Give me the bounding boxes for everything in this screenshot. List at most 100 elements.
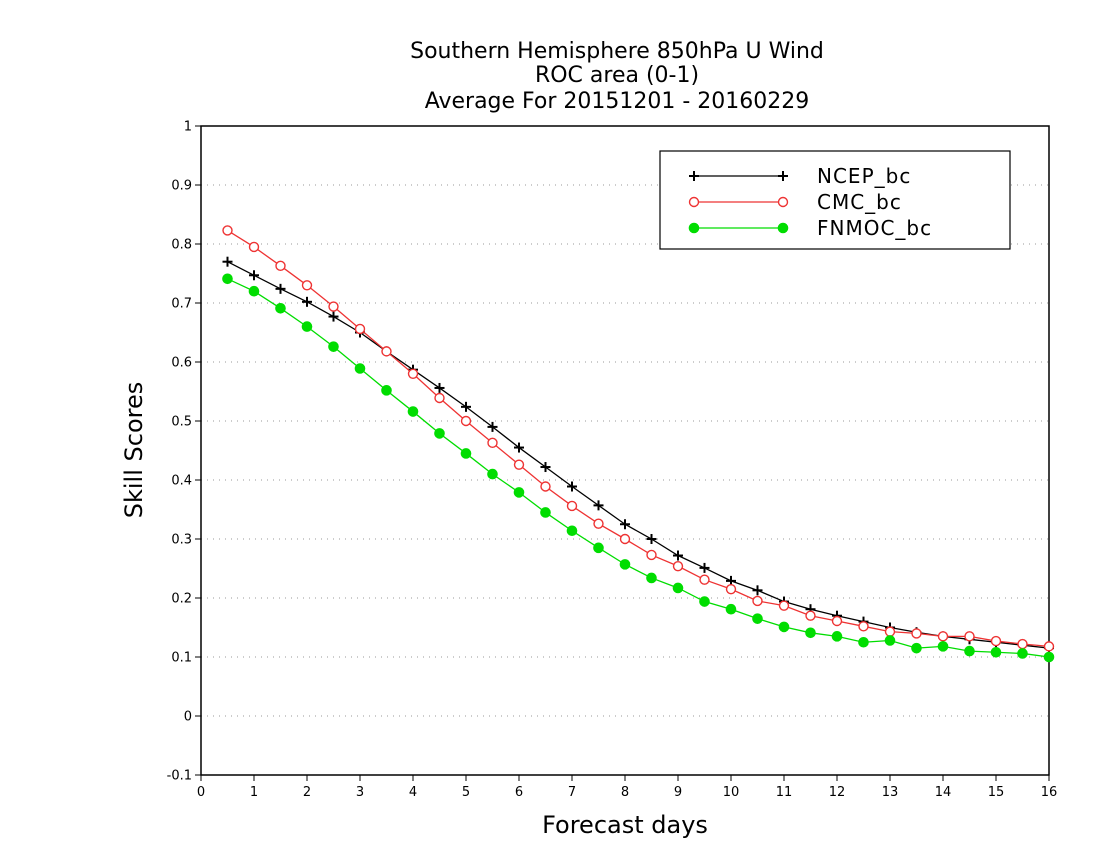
data-point-cmc-bc [619, 533, 631, 545]
data-point-fnmoc-bc [619, 559, 631, 570]
y-tick-label: 0.3 [171, 533, 192, 548]
data-point-cmc-bc [328, 301, 339, 312]
x-tick-label: 9 [674, 785, 682, 800]
data-point-ncep-bc [567, 481, 577, 492]
data-point-cmc-bc [937, 631, 949, 642]
data-point-fnmoc-bc [248, 285, 260, 297]
data-point-fnmoc-bc [831, 631, 843, 642]
data-point-ncep-bc [249, 270, 259, 281]
data-point-cmc-bc [275, 260, 286, 272]
data-point-cmc-bc [487, 437, 498, 449]
data-point-cmc-bc [964, 631, 975, 642]
data-point-cmc-bc [513, 459, 525, 470]
x-tick-label: 8 [621, 785, 629, 800]
x-tick-label: 11 [776, 785, 793, 800]
x-tick-label: 7 [568, 785, 576, 800]
data-point-fnmoc-bc [540, 507, 551, 518]
chart-title-line-3: Average For 20151201 - 20160229 [425, 89, 810, 114]
x-tick-label: 15 [988, 785, 1005, 800]
data-point-fnmoc-bc [487, 468, 498, 480]
y-tick-label: 0.5 [171, 415, 192, 430]
data-point-cmc-bc [805, 610, 816, 621]
data-point-fnmoc-bc [328, 341, 339, 352]
legend-label-fnmoc-bc: FNMOC_bc [817, 216, 932, 240]
data-point-cmc-bc [778, 600, 790, 611]
data-point-fnmoc-bc [858, 636, 869, 648]
chart-title-line-1: Southern Hemisphere 850hPa U Wind [410, 39, 824, 64]
data-point-fnmoc-bc [222, 273, 233, 285]
data-point-ncep-bc [593, 500, 604, 511]
data-point-cmc-bc [222, 225, 233, 236]
x-axis-title: Forecast days [542, 811, 708, 839]
data-point-cmc-bc [725, 583, 737, 595]
x-tick-label: 4 [409, 785, 417, 800]
data-point-cmc-bc [460, 415, 472, 427]
data-point-ncep-bc [302, 296, 312, 307]
data-point-cmc-bc [911, 628, 922, 639]
y-tick-label: -0.1 [167, 769, 192, 784]
data-point-ncep-bc [434, 382, 445, 393]
y-axis-title: Skill Scores [120, 382, 148, 519]
data-point-fnmoc-bc [778, 621, 790, 633]
data-point-ncep-bc [752, 585, 763, 596]
data-point-fnmoc-bc [672, 582, 684, 594]
legend-box [659, 150, 1011, 250]
data-point-cmc-bc [990, 635, 1002, 647]
y-tick-label: 0 [184, 710, 192, 725]
series-line-fnmoc-bc [227, 278, 1050, 658]
data-point-fnmoc-bc [434, 428, 445, 439]
data-point-fnmoc-bc [699, 596, 710, 607]
data-point-ncep-bc [328, 311, 339, 322]
legend-label-ncep-bc: NCEP_bc [817, 164, 911, 188]
series-line-ncep-bc [227, 261, 1050, 649]
y-tick-label: 0.9 [171, 179, 192, 194]
data-point-cmc-bc [752, 595, 763, 607]
data-point-fnmoc-bc [566, 525, 578, 537]
x-tick-label: 13 [882, 785, 899, 800]
y-tick-label: 0.4 [171, 474, 192, 489]
data-point-cmc-bc [593, 518, 604, 529]
data-point-cmc-bc [540, 481, 551, 492]
data-series [222, 225, 1055, 663]
data-point-cmc-bc [248, 241, 260, 253]
data-point-cmc-bc [858, 621, 869, 632]
y-tick-label: 0.2 [171, 592, 192, 607]
x-tick-label: 16 [1041, 785, 1058, 800]
legend-marker-fnmoc-bc [777, 222, 789, 234]
data-point-cmc-bc [831, 615, 843, 627]
data-point-fnmoc-bc [407, 406, 419, 417]
chart-title-line-2: ROC area (0-1) [535, 63, 699, 88]
x-tick-label: 5 [462, 785, 470, 800]
data-point-cmc-bc [407, 368, 419, 379]
x-tick-label: 6 [515, 785, 523, 800]
legend-marker-ncep-bc [778, 171, 788, 181]
data-point-fnmoc-bc [725, 603, 737, 615]
legend-marker-cmc-bc [777, 196, 789, 208]
data-point-ncep-bc [646, 534, 657, 544]
x-tick-label: 3 [356, 785, 364, 800]
series-line-cmc-bc [227, 229, 1050, 648]
legend-marker-cmc-bc [688, 196, 700, 208]
data-point-cmc-bc [381, 346, 392, 357]
data-point-fnmoc-bc [1043, 651, 1055, 663]
data-point-cmc-bc [434, 392, 445, 404]
data-point-ncep-bc [673, 550, 683, 561]
x-tick-label: 0 [197, 785, 205, 800]
y-tick-label: 0.1 [171, 651, 192, 666]
data-point-ncep-bc [514, 442, 524, 453]
data-point-cmc-bc [646, 549, 657, 561]
x-tick-label: 2 [303, 785, 311, 800]
data-point-fnmoc-bc [593, 542, 604, 554]
data-point-cmc-bc [1043, 641, 1055, 652]
data-point-cmc-bc [354, 323, 366, 335]
data-point-fnmoc-bc [354, 363, 366, 374]
data-point-cmc-bc [1017, 638, 1028, 650]
data-point-fnmoc-bc [937, 641, 949, 652]
legend-label-cmc-bc: CMC_bc [817, 190, 902, 214]
y-tick-label: 0.6 [171, 356, 192, 371]
data-point-ncep-bc [461, 401, 471, 412]
x-tick-label: 12 [829, 785, 846, 800]
data-point-ncep-bc [487, 421, 498, 432]
